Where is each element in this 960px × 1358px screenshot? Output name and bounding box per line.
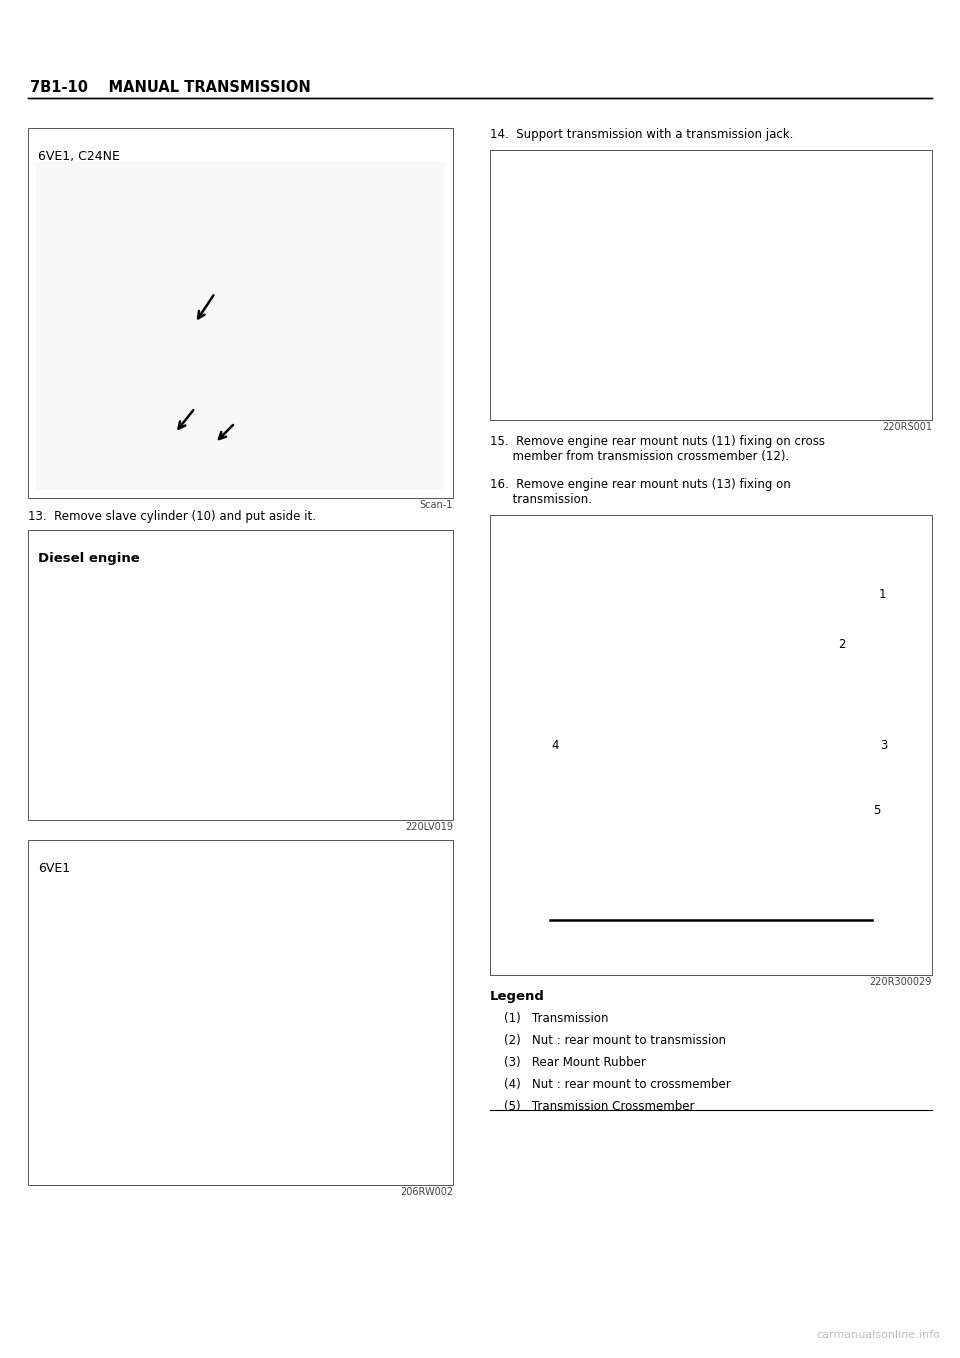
- Bar: [28, 530, 453, 820]
- Text: 16.  Remove engine rear mount nuts (13) fixing on
      transmission.: 16. Remove engine rear mount nuts (13) f…: [490, 478, 791, 507]
- Bar: [28, 128, 453, 498]
- Text: (4)   Nut : rear mount to crossmember: (4) Nut : rear mount to crossmember: [504, 1078, 731, 1090]
- Text: 3: 3: [880, 739, 888, 751]
- Bar: [490, 515, 932, 975]
- Text: 220LV019: 220LV019: [405, 822, 453, 832]
- Text: 1: 1: [878, 588, 886, 602]
- Text: 220R300029: 220R300029: [870, 976, 932, 987]
- Text: 6VE1, C24NE: 6VE1, C24NE: [38, 149, 120, 163]
- Bar: [36, 162, 445, 490]
- Text: 5: 5: [874, 804, 880, 816]
- Text: 14.  Support transmission with a transmission jack.: 14. Support transmission with a transmis…: [490, 128, 793, 141]
- Text: 2: 2: [838, 638, 846, 652]
- Text: 206RW002: 206RW002: [400, 1187, 453, 1196]
- Text: 4: 4: [551, 739, 559, 751]
- Text: 7B1-10    MANUAL TRANSMISSION: 7B1-10 MANUAL TRANSMISSION: [30, 80, 311, 95]
- Text: Scan-1: Scan-1: [420, 500, 453, 511]
- Bar: [28, 841, 453, 1186]
- Text: Diesel engine: Diesel engine: [38, 551, 140, 565]
- Text: carmanualsonline.info: carmanualsonline.info: [816, 1329, 940, 1340]
- Text: Legend: Legend: [490, 990, 545, 1004]
- Text: 15.  Remove engine rear mount nuts (11) fixing on cross
      member from transm: 15. Remove engine rear mount nuts (11) f…: [490, 435, 825, 463]
- Text: (5)   Transmission Crossmember: (5) Transmission Crossmember: [504, 1100, 694, 1114]
- Bar: [490, 149, 932, 420]
- Text: 6VE1: 6VE1: [38, 862, 70, 875]
- Text: (3)   Rear Mount Rubber: (3) Rear Mount Rubber: [504, 1057, 646, 1069]
- Text: (2)   Nut : rear mount to transmission: (2) Nut : rear mount to transmission: [504, 1033, 726, 1047]
- Text: (1)   Transmission: (1) Transmission: [504, 1012, 609, 1025]
- Text: 13.  Remove slave cylinder (10) and put aside it.: 13. Remove slave cylinder (10) and put a…: [28, 511, 316, 523]
- Text: 220RS001: 220RS001: [882, 422, 932, 432]
